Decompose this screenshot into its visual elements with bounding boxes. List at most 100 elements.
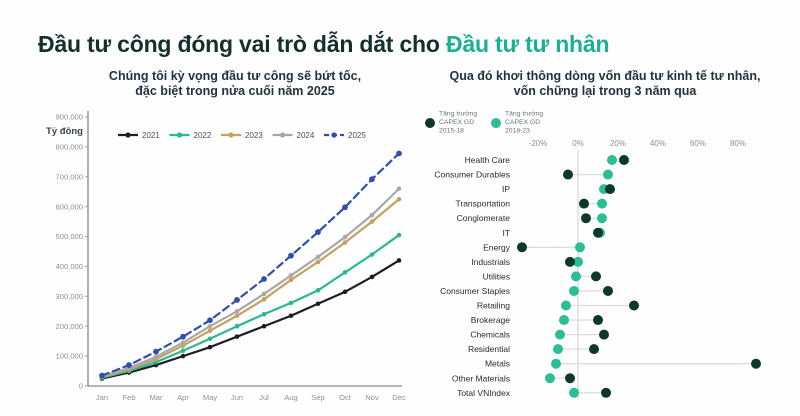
data-point-2023 bbox=[315, 259, 321, 265]
dot-2018-23 bbox=[603, 169, 613, 180]
data-point-2024 bbox=[207, 323, 213, 329]
row-ip: IP bbox=[502, 184, 615, 195]
category-label: Other Materials bbox=[452, 373, 510, 383]
category-label: Retailing bbox=[477, 301, 510, 311]
category-label: Transportation bbox=[456, 199, 511, 209]
data-point-2025 bbox=[99, 372, 105, 379]
data-point-2022 bbox=[396, 232, 402, 238]
y-tick-label: 900,000 bbox=[56, 113, 83, 122]
dot-2018-23 bbox=[553, 344, 563, 355]
data-point-2023 bbox=[288, 277, 294, 283]
y-tick-label: 500,000 bbox=[56, 232, 83, 241]
dot-2015-18 bbox=[579, 198, 589, 209]
data-point-2023 bbox=[396, 196, 402, 202]
dot-2018-23 bbox=[569, 387, 579, 398]
x-tick-label: Dec bbox=[392, 393, 406, 402]
legend-marker-2024 bbox=[279, 132, 286, 138]
dot-2015-18 bbox=[603, 285, 613, 296]
dot-2018-23 bbox=[569, 285, 579, 296]
data-point-2023 bbox=[342, 240, 348, 245]
legend-dot-2018-23 bbox=[491, 118, 501, 128]
category-label: Conglomerate bbox=[457, 213, 511, 223]
category-label: IT bbox=[502, 228, 510, 238]
page-title-main: Đầu tư công đóng vai trò dẫn dắt cho bbox=[38, 31, 440, 58]
x-tick-label: 80% bbox=[730, 139, 746, 148]
dot-2015-18 bbox=[565, 373, 575, 384]
right-chart-subtitle-line1: Qua đó khơi thông dòng vốn đầu tư kinh t… bbox=[449, 69, 761, 83]
dot-2018-23 bbox=[545, 373, 555, 384]
data-point-2025 bbox=[180, 333, 186, 340]
data-point-2022 bbox=[315, 288, 321, 293]
y-tick-label: 700,000 bbox=[56, 172, 83, 181]
data-point-2025 bbox=[315, 229, 321, 235]
dot-2018-23 bbox=[607, 155, 617, 165]
x-tick-label: Sep bbox=[311, 393, 325, 402]
row-chemicals: Chemicals bbox=[470, 329, 609, 340]
data-point-2025 bbox=[369, 176, 375, 183]
y-tick-label: 300,000 bbox=[56, 292, 83, 301]
x-axis-ticks: Jan Feb Mar Apr May Jun Jul Aug Sep Oct Nov Dec bbox=[96, 393, 406, 402]
dot-2015-18 bbox=[605, 184, 615, 195]
data-point-2025 bbox=[126, 362, 132, 368]
legend-marker-2023 bbox=[228, 132, 234, 138]
x-tick-label: Mar bbox=[149, 393, 163, 402]
y-tick-label: 0 bbox=[79, 382, 83, 391]
dot-2015-18 bbox=[599, 329, 609, 340]
category-label: Metals bbox=[485, 359, 510, 369]
x-tick-label: Apr bbox=[177, 393, 189, 402]
legend-label-2024: 2024 bbox=[297, 131, 315, 140]
dot-2015-18 bbox=[581, 213, 591, 224]
data-point-2021 bbox=[180, 353, 186, 359]
legend-label-2022: 2022 bbox=[194, 131, 212, 140]
category-label: Utilities bbox=[483, 271, 510, 281]
y-axis-unit-label: Tỷ đồng bbox=[46, 126, 83, 137]
row-health-care: Health Care bbox=[465, 155, 629, 165]
y-tick-label: 400,000 bbox=[56, 262, 83, 271]
legend-label-2021: 2021 bbox=[142, 131, 160, 140]
row-other-materials: Other Materials bbox=[452, 373, 575, 384]
x-tick-label: 20% bbox=[610, 139, 626, 148]
row-energy: Energy bbox=[483, 242, 585, 253]
legend-marker-2021 bbox=[125, 132, 131, 138]
dot-2015-18 bbox=[589, 344, 599, 355]
left-chart-subtitle: Chúng tôi kỳ vọng đầu tư công sẽ bứt tốc… bbox=[60, 69, 410, 99]
x-tick-label: Oct bbox=[339, 393, 352, 402]
dot-2015-18 bbox=[601, 387, 611, 398]
data-point-2025 bbox=[288, 252, 294, 259]
data-point-2022 bbox=[369, 252, 375, 257]
data-point-2021 bbox=[261, 323, 267, 329]
y-tick-label: 600,000 bbox=[56, 202, 83, 211]
x-tick-label: 40% bbox=[650, 139, 666, 148]
row-consumer-staples: Consumer Staples bbox=[440, 285, 613, 296]
category-label: Industrials bbox=[471, 257, 510, 267]
dot-2018-23 bbox=[573, 256, 583, 267]
category-label: Chemicals bbox=[470, 330, 510, 340]
data-point-2025 bbox=[207, 317, 213, 324]
legend-text-line: 2018-23 bbox=[505, 128, 530, 135]
x-tick-label: 60% bbox=[690, 139, 706, 148]
x-tick-label: Nov bbox=[365, 393, 379, 402]
data-point-2024 bbox=[261, 291, 267, 297]
row-transportation: Transportation bbox=[456, 198, 607, 209]
data-point-2021 bbox=[315, 301, 321, 307]
legend-label-2023: 2023 bbox=[245, 131, 263, 140]
data-point-2025 bbox=[261, 276, 267, 282]
data-point-2024 bbox=[153, 354, 159, 360]
row-industrials: Industrials bbox=[471, 256, 583, 267]
category-label: Consumer Durables bbox=[434, 170, 510, 180]
data-point-2021 bbox=[234, 334, 240, 339]
legend-text-line: CAPEX GD bbox=[439, 119, 474, 126]
data-point-2024 bbox=[288, 273, 294, 278]
legend-label-2025: 2025 bbox=[348, 131, 366, 140]
x-tick-label: -20% bbox=[529, 139, 548, 148]
data-point-2025 bbox=[396, 150, 402, 157]
data-point-2024 bbox=[180, 340, 186, 345]
series-2024 bbox=[99, 186, 402, 379]
category-label: Total VNIndex bbox=[457, 388, 511, 398]
page-title: Đầu tư công đóng vai trò dẫn dắt cho Đầu… bbox=[38, 31, 610, 58]
row-consumer-durables: Consumer Durables bbox=[434, 169, 613, 180]
data-point-2022 bbox=[207, 336, 213, 342]
